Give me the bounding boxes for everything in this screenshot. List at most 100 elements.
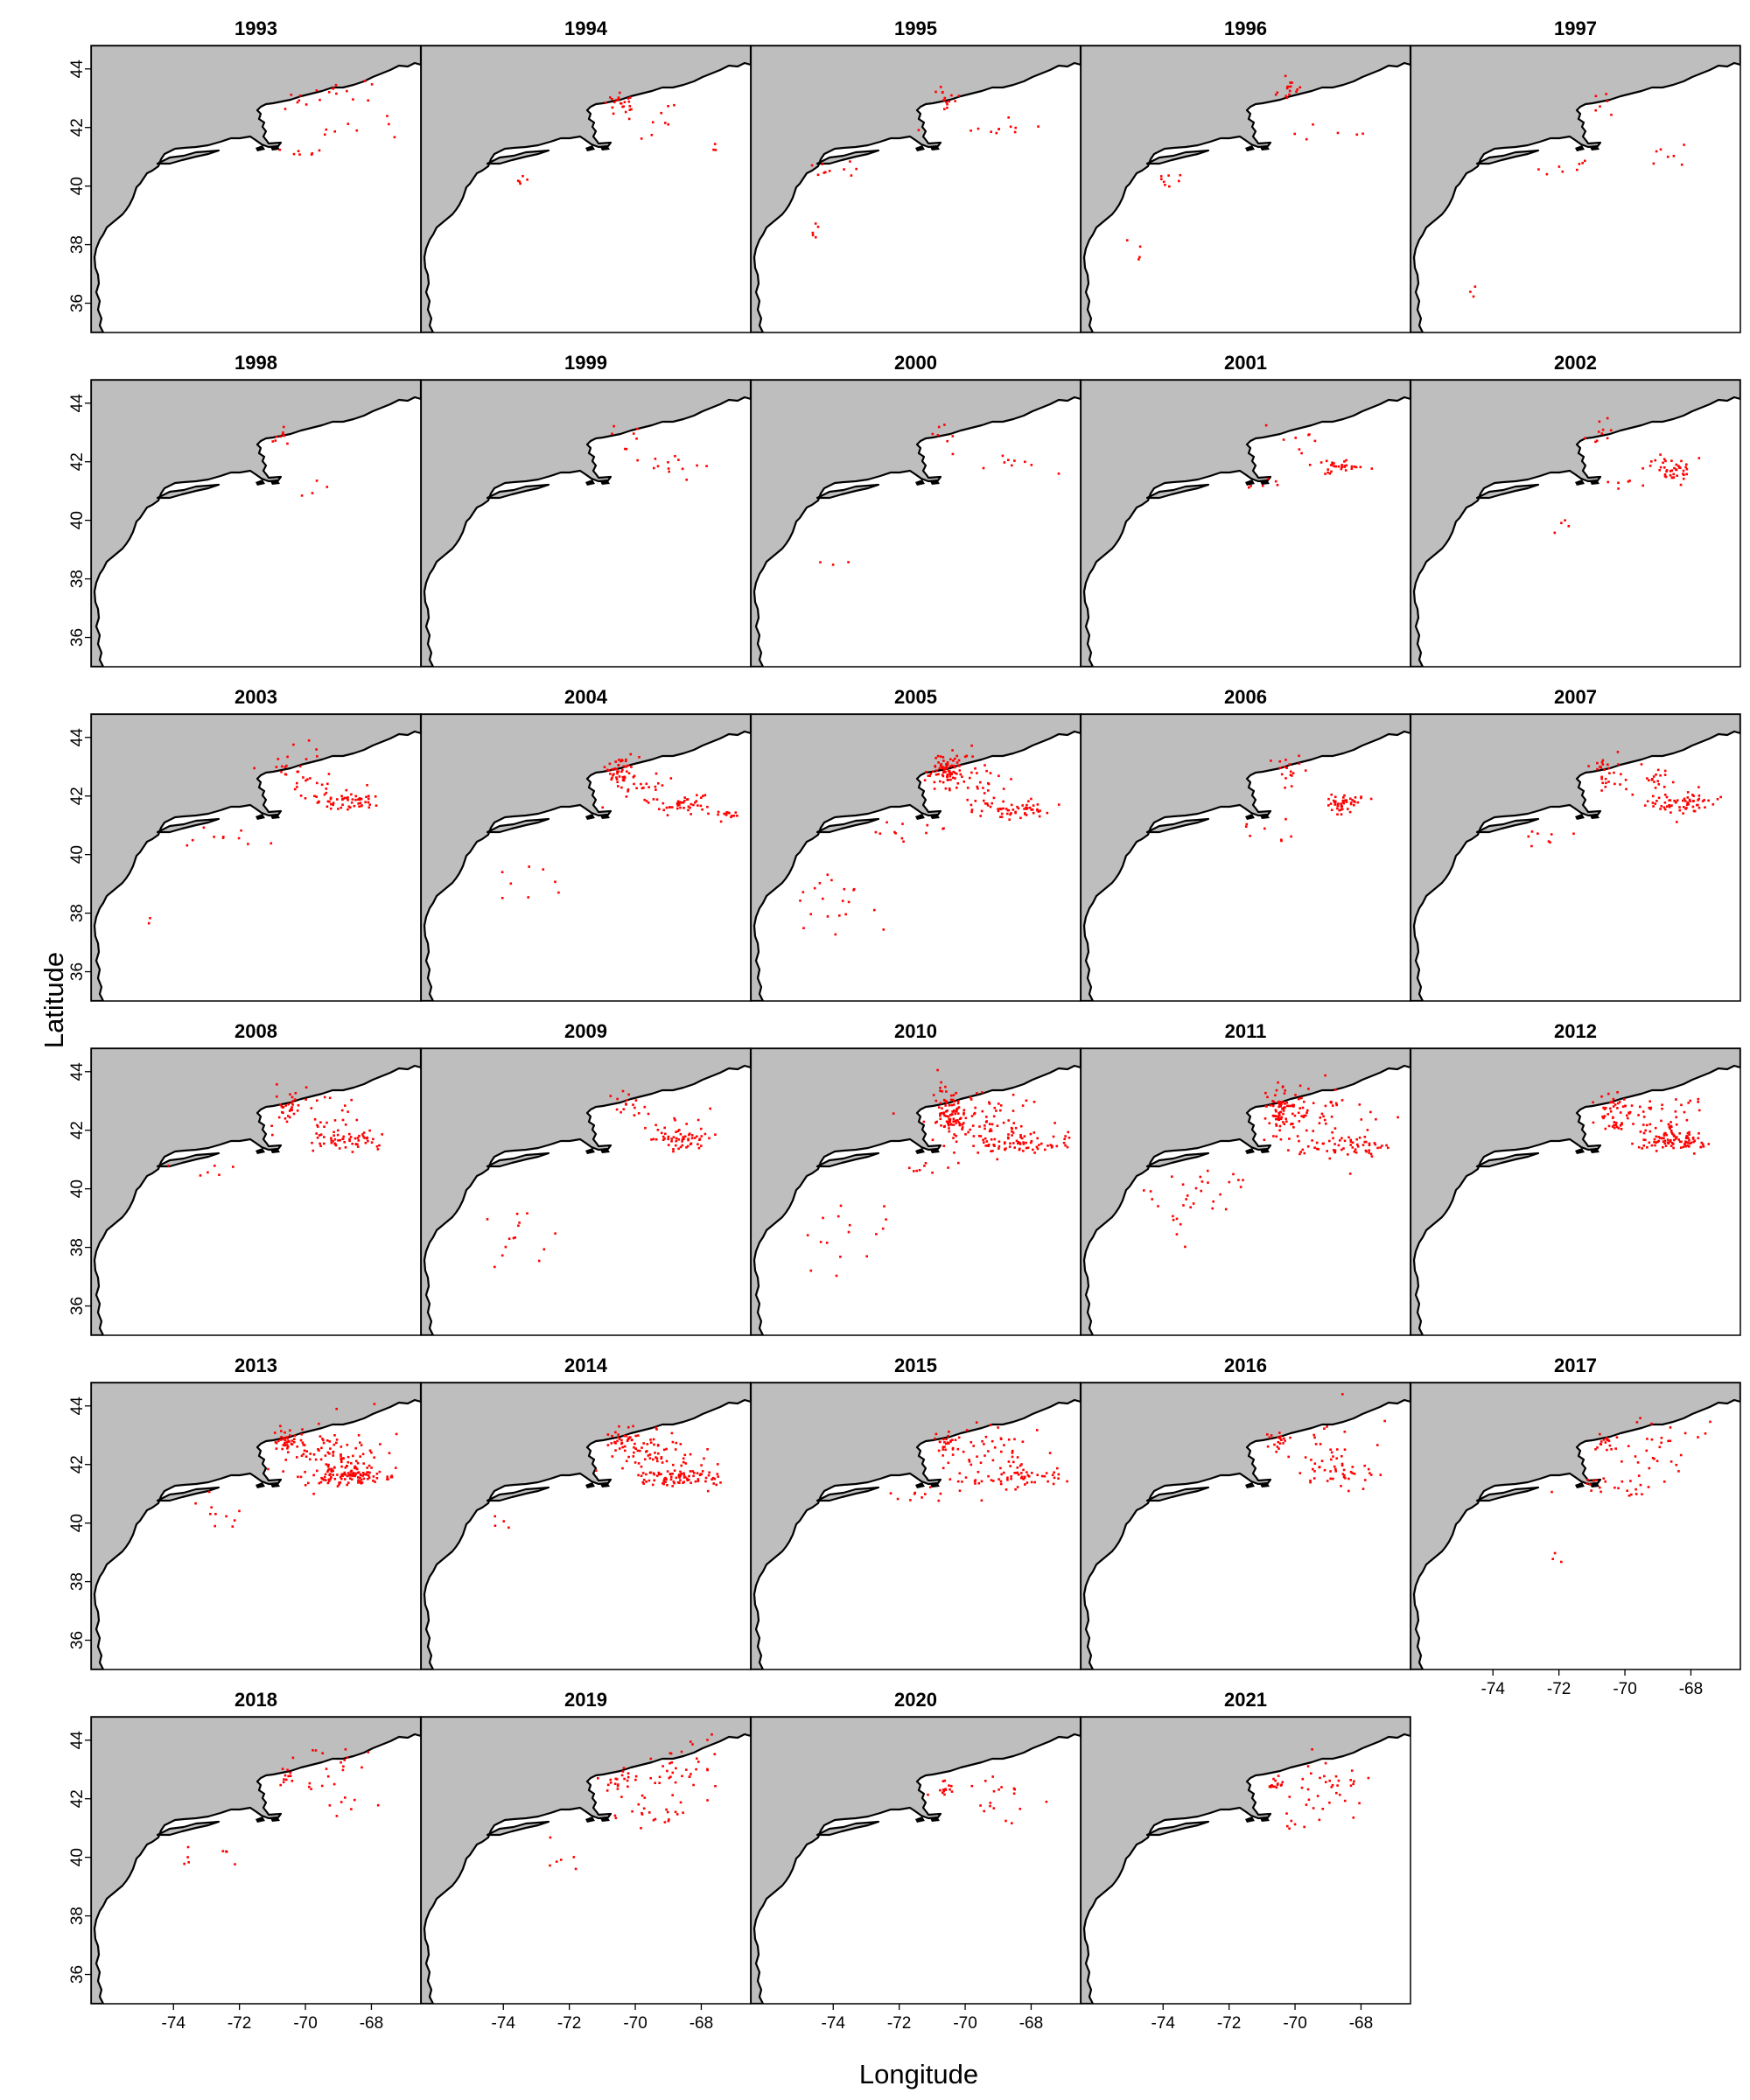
observation-point <box>690 1134 694 1137</box>
observation-point <box>1003 461 1006 464</box>
observation-point <box>993 1138 997 1141</box>
observation-point <box>1676 821 1678 823</box>
observation-point <box>333 1142 336 1145</box>
observation-point <box>667 1135 670 1138</box>
panel-title: 2019 <box>564 1689 607 1711</box>
observation-point <box>1676 465 1680 467</box>
observation-point <box>1606 1448 1608 1452</box>
observation-point <box>1314 1443 1318 1446</box>
observation-point <box>1288 89 1292 93</box>
observation-point <box>1344 469 1348 472</box>
observation-point <box>1030 1139 1033 1143</box>
observation-point <box>1288 1138 1291 1140</box>
observation-point <box>1628 1494 1631 1497</box>
observation-point <box>1669 1426 1672 1429</box>
observation-point <box>694 801 696 804</box>
observation-point <box>374 804 378 807</box>
observation-point <box>1551 1558 1554 1560</box>
observation-point <box>681 1144 684 1147</box>
observation-point <box>1322 1115 1325 1117</box>
observation-point <box>290 94 293 96</box>
map-panel-2009: 2009 <box>420 1020 752 1336</box>
observation-point <box>1682 477 1685 480</box>
observation-point <box>356 1461 360 1465</box>
observation-point <box>1646 777 1648 780</box>
observation-point <box>1298 1096 1301 1100</box>
observation-point <box>1289 81 1292 84</box>
observation-point <box>968 1460 971 1463</box>
observation-point <box>1063 1138 1066 1140</box>
observation-point <box>624 447 626 451</box>
observation-point <box>918 1169 921 1172</box>
observation-point <box>1626 1114 1628 1117</box>
observation-point <box>902 840 905 844</box>
observation-point <box>997 809 1000 813</box>
observation-point <box>942 1144 946 1147</box>
observation-point <box>1680 1103 1683 1107</box>
observation-point <box>982 787 984 789</box>
observation-point <box>642 787 645 789</box>
observation-point <box>979 1461 983 1464</box>
observation-point <box>1200 1180 1204 1183</box>
observation-point <box>937 1449 941 1452</box>
observation-point <box>944 1448 947 1452</box>
observation-point <box>1036 808 1039 811</box>
observation-point <box>644 1126 647 1130</box>
observation-point <box>685 1146 688 1149</box>
observation-point <box>1277 1440 1280 1444</box>
observation-point <box>1659 1137 1662 1139</box>
observation-point <box>1280 1101 1284 1103</box>
observation-point <box>1660 1441 1662 1445</box>
observation-point <box>1688 1133 1690 1136</box>
observation-point <box>643 1796 647 1799</box>
observation-point <box>322 1478 326 1481</box>
observation-point <box>946 106 948 109</box>
observation-point <box>370 1141 374 1144</box>
observation-point <box>1026 803 1028 807</box>
observation-point <box>1686 791 1690 794</box>
observation-point <box>723 812 725 816</box>
observation-point <box>1312 123 1314 126</box>
observation-point <box>1686 801 1689 804</box>
observation-point <box>291 1756 295 1760</box>
observation-point <box>670 1761 674 1764</box>
observation-point <box>1012 1122 1015 1124</box>
observation-point <box>667 1819 670 1823</box>
y-tick-label: 42 <box>68 452 87 471</box>
observation-point <box>934 90 937 94</box>
observation-point <box>1669 474 1672 477</box>
observation-point <box>1334 1088 1337 1091</box>
observation-point <box>1356 801 1360 804</box>
observation-point <box>1654 1126 1657 1130</box>
x-axis-title: Longitude <box>859 2059 978 2090</box>
observation-point <box>612 773 615 775</box>
observation-point <box>1298 754 1300 758</box>
observation-point <box>627 100 631 103</box>
observation-point <box>1683 473 1685 476</box>
observation-point <box>706 1739 709 1741</box>
observation-point <box>637 1802 640 1806</box>
observation-point <box>617 785 620 788</box>
observation-point <box>1278 1437 1282 1440</box>
observation-point <box>626 97 630 100</box>
observation-point <box>225 1850 228 1853</box>
observation-point <box>937 425 941 429</box>
observation-point <box>342 1765 345 1768</box>
observation-point <box>306 778 309 780</box>
observation-point <box>958 1489 962 1492</box>
observation-point <box>1656 768 1660 772</box>
observation-point <box>606 1444 610 1446</box>
observation-point <box>1056 1466 1059 1470</box>
observation-point <box>284 773 287 776</box>
observation-point <box>611 1434 613 1438</box>
observation-point <box>1039 809 1041 812</box>
observation-point <box>290 1102 293 1104</box>
observation-point <box>626 770 628 773</box>
observation-point <box>990 1439 994 1443</box>
observation-point <box>1004 1819 1007 1823</box>
observation-point <box>1306 1129 1308 1132</box>
observation-point <box>1670 1130 1673 1134</box>
observation-point <box>874 830 878 834</box>
observation-point <box>1338 808 1340 812</box>
observation-point <box>328 1440 332 1443</box>
